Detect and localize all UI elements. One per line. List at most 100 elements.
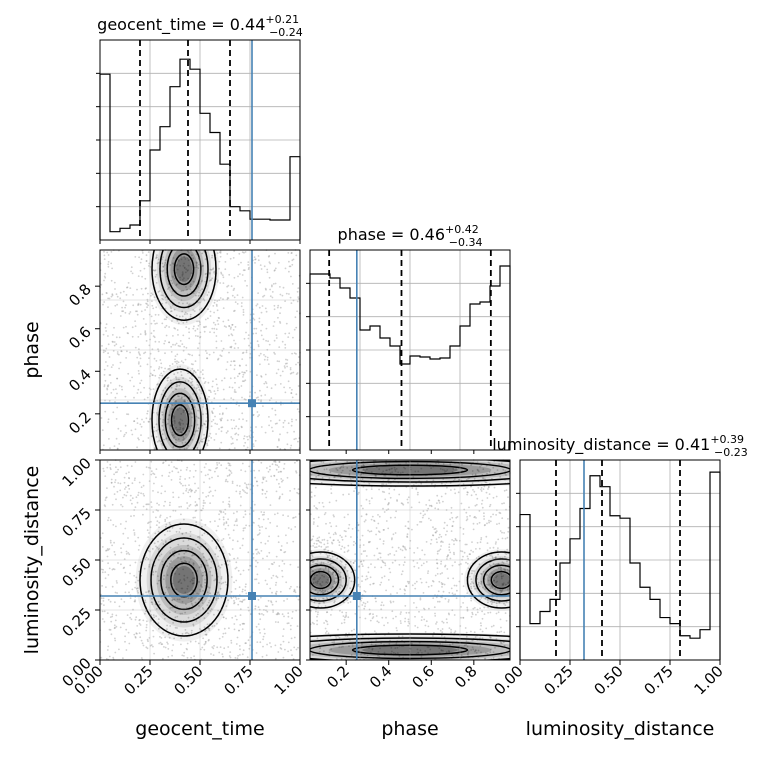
sample-point <box>214 553 217 556</box>
sample-point <box>490 648 492 651</box>
sample-point <box>342 615 345 617</box>
sample-point <box>477 583 480 586</box>
sample-point <box>387 502 390 505</box>
sample-point <box>203 532 206 535</box>
x-tick-label: 0.25 <box>120 662 156 698</box>
sample-point <box>142 293 144 296</box>
sample-point <box>136 587 139 590</box>
sample-point <box>139 357 142 360</box>
sample-point <box>265 327 268 330</box>
sample-point <box>150 366 152 368</box>
sample-point <box>172 491 175 494</box>
sample-point <box>347 549 350 552</box>
sample-point <box>166 517 168 519</box>
sample-point <box>169 607 172 609</box>
sample-point <box>230 639 233 642</box>
sample-point <box>448 546 451 548</box>
sample-point <box>241 653 244 656</box>
sample-point <box>473 516 476 519</box>
sample-point <box>105 496 108 499</box>
sample-point <box>153 616 156 619</box>
sample-point <box>326 597 328 600</box>
sample-point <box>505 553 508 555</box>
sample-point <box>138 570 141 573</box>
sample-point <box>242 376 244 378</box>
sample-point <box>276 446 279 448</box>
sample-point <box>153 329 155 332</box>
sample-point <box>290 252 293 255</box>
sample-point <box>185 268 188 271</box>
sample-point <box>319 552 322 555</box>
sample-point <box>403 592 406 595</box>
sample-point <box>268 261 271 263</box>
sample-point <box>173 420 176 423</box>
sample-point <box>107 519 109 522</box>
contour-line <box>160 549 208 611</box>
sample-point <box>284 300 286 302</box>
sample-point <box>109 600 112 603</box>
sample-point <box>276 422 278 425</box>
sample-point <box>220 271 223 274</box>
sample-point <box>267 540 269 542</box>
sample-point <box>293 588 296 591</box>
sample-point <box>461 558 463 561</box>
sample-point <box>506 548 509 551</box>
sample-point <box>198 581 201 584</box>
sample-point <box>230 443 233 445</box>
sample-point <box>220 511 222 514</box>
sample-point <box>230 419 233 421</box>
sample-point <box>172 276 175 279</box>
sample-point <box>286 622 289 625</box>
sample-point <box>189 597 192 600</box>
sample-point <box>155 423 158 426</box>
sample-point <box>289 372 292 375</box>
sample-point <box>266 268 269 271</box>
sample-point <box>255 652 258 654</box>
sample-point <box>258 469 260 472</box>
sample-point <box>288 332 291 335</box>
density-shade <box>135 518 233 642</box>
sample-point <box>240 496 242 498</box>
sample-point <box>159 635 161 638</box>
sample-point <box>202 589 204 592</box>
sample-point <box>212 305 215 307</box>
sample-point <box>208 389 210 392</box>
sample-point <box>222 307 225 309</box>
sample-point <box>120 503 122 506</box>
sample-point <box>392 533 395 536</box>
sample-point <box>327 570 330 573</box>
sample-point <box>471 570 473 572</box>
sample-point <box>184 441 187 444</box>
sample-point <box>319 589 322 592</box>
sample-point <box>200 390 203 392</box>
sample-point <box>342 597 345 599</box>
sample-point <box>470 578 473 581</box>
y-tick-label: 0.50 <box>58 554 94 590</box>
sample-point <box>258 532 261 534</box>
sample-point <box>108 655 111 658</box>
sample-point <box>217 323 220 325</box>
sample-point <box>179 475 182 478</box>
sample-point <box>154 532 157 535</box>
sample-point <box>189 313 192 316</box>
sample-point <box>220 510 223 513</box>
sample-point <box>232 289 235 291</box>
sample-point <box>162 462 164 464</box>
sample-point <box>182 361 185 364</box>
sample-point <box>293 589 296 592</box>
sample-point <box>218 428 220 430</box>
sample-point <box>269 468 271 471</box>
sample-point <box>202 637 205 640</box>
sample-point <box>161 560 164 563</box>
sample-point <box>373 554 376 557</box>
sample-point <box>276 512 279 515</box>
sample-point <box>270 577 273 579</box>
sample-point <box>498 463 500 465</box>
sample-point <box>169 538 172 541</box>
sample-point <box>278 565 281 567</box>
sample-point <box>507 518 509 520</box>
sample-point <box>123 622 126 625</box>
sample-point <box>272 574 275 577</box>
sample-point <box>459 550 462 552</box>
sample-point <box>129 494 132 497</box>
